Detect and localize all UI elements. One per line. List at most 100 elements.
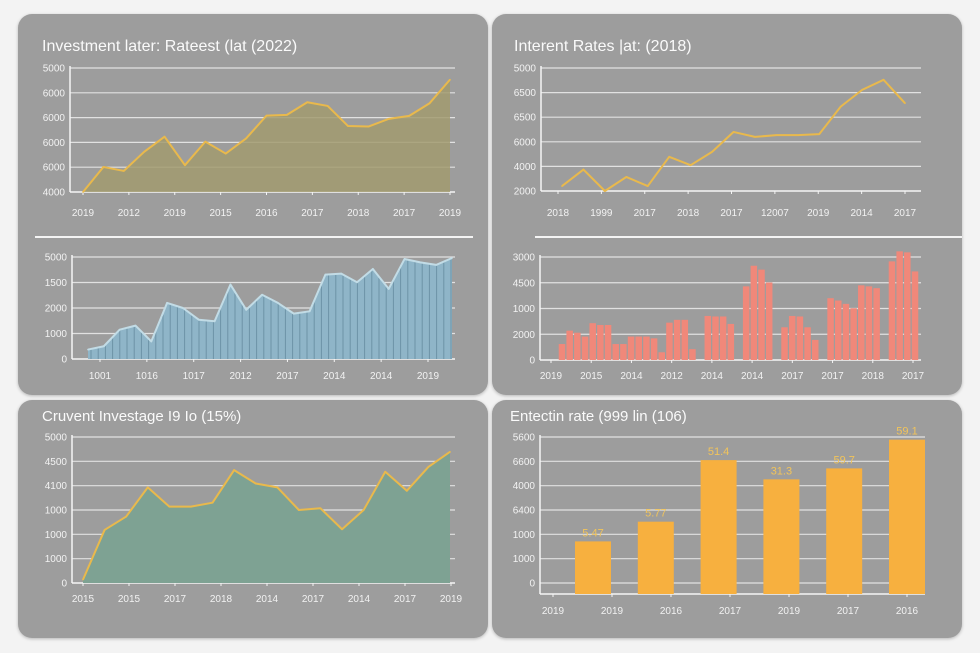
data-point bbox=[904, 102, 906, 104]
chart-title-investment: Investment later: Rateest (lat (2022) bbox=[42, 38, 298, 55]
x-tick-label: 1017 bbox=[183, 371, 206, 382]
data-point bbox=[451, 257, 453, 259]
bar bbox=[850, 308, 857, 360]
x-tick-label: 2017 bbox=[902, 371, 925, 382]
data-point bbox=[168, 505, 171, 508]
bar bbox=[597, 324, 604, 360]
data-point bbox=[387, 288, 390, 290]
x-tick-label: 1001 bbox=[89, 371, 112, 382]
data-point bbox=[122, 170, 125, 172]
bar bbox=[681, 319, 689, 360]
y-tick-label: 6000 bbox=[43, 88, 66, 99]
bar bbox=[604, 324, 612, 360]
data-point bbox=[125, 515, 127, 518]
x-tick-label: 2012 bbox=[229, 371, 252, 382]
data-point bbox=[711, 151, 713, 153]
bar-data-label: 59.7 bbox=[833, 454, 854, 466]
data-point bbox=[146, 486, 149, 489]
data-point bbox=[646, 185, 649, 187]
bar bbox=[781, 327, 788, 360]
x-tick-label: 2018 bbox=[547, 208, 570, 219]
bar bbox=[673, 319, 681, 360]
data-point bbox=[233, 469, 235, 471]
y-tick-label: 1000 bbox=[45, 554, 68, 565]
bar bbox=[911, 271, 919, 360]
area-fill bbox=[83, 79, 450, 192]
x-tick-label: 2016 bbox=[255, 208, 278, 219]
y-tick-label: 4500 bbox=[513, 278, 536, 289]
y-tick-label: 2000 bbox=[514, 187, 537, 198]
data-point bbox=[775, 134, 778, 136]
bar bbox=[589, 323, 596, 360]
chart-0: 4000 6000 6000 6000 6000 5000 2019 2012 2019 2015… bbox=[43, 64, 462, 220]
x-tick-label: 2017 bbox=[821, 371, 844, 382]
x-tick-label: 2014 bbox=[851, 208, 874, 219]
x-tick-label: 12007 bbox=[761, 208, 789, 219]
y-tick-label: 4100 bbox=[45, 481, 68, 492]
data-point bbox=[229, 283, 232, 286]
data-point bbox=[668, 156, 670, 158]
bar bbox=[627, 336, 635, 360]
x-tick-label: 2017 bbox=[720, 208, 743, 219]
bar bbox=[827, 298, 834, 360]
bar bbox=[804, 327, 811, 360]
y-tick-label: 1000 bbox=[45, 506, 68, 517]
data-point bbox=[435, 264, 437, 266]
chart-title-cruvent-investage: Cruvent Investage I9 Io (15%) bbox=[42, 408, 242, 425]
chart-2: 0 1000 2000 1500 5000 1001 1016 1017 2012 2017 201… bbox=[45, 253, 455, 382]
bar bbox=[896, 251, 903, 360]
x-tick-label: 2018 bbox=[347, 208, 370, 219]
bar bbox=[873, 288, 880, 360]
x-tick-label: 2019 bbox=[440, 594, 463, 605]
y-tick-label: 4000 bbox=[514, 162, 537, 173]
data-point bbox=[388, 118, 390, 120]
bar bbox=[650, 338, 658, 360]
bar bbox=[700, 460, 737, 594]
data-point bbox=[582, 168, 585, 171]
x-tick-label: 2019 bbox=[807, 208, 830, 219]
chart-1: 2000 4000 6000 6500 6500 5000 2018 1999 2017 2018… bbox=[514, 64, 921, 219]
data-point bbox=[428, 102, 431, 105]
data-point bbox=[182, 307, 184, 309]
data-point bbox=[184, 164, 186, 167]
x-tick-label: 2017 bbox=[164, 594, 187, 605]
x-tick-label: 2016 bbox=[896, 606, 919, 617]
bar bbox=[765, 282, 773, 360]
data-point bbox=[625, 176, 628, 178]
data-point bbox=[839, 105, 842, 108]
data-point bbox=[204, 140, 207, 143]
x-tick-label: 2015 bbox=[210, 208, 233, 219]
y-tick-label: 4500 bbox=[45, 457, 68, 468]
data-point bbox=[286, 114, 288, 116]
x-tick-label: 2014 bbox=[323, 371, 346, 382]
data-point bbox=[82, 578, 84, 581]
x-tick-label: 2017 bbox=[276, 371, 299, 382]
data-point bbox=[403, 258, 406, 260]
bar bbox=[566, 330, 573, 360]
bar bbox=[643, 336, 650, 360]
data-point bbox=[754, 136, 756, 138]
bar bbox=[575, 541, 611, 594]
bar bbox=[658, 352, 666, 360]
y-tick-label: 3000 bbox=[513, 253, 536, 264]
bar bbox=[889, 439, 925, 594]
x-tick-label: 2014 bbox=[348, 594, 371, 605]
y-tick-label: 2000 bbox=[45, 304, 68, 315]
data-point bbox=[367, 125, 370, 128]
data-point bbox=[143, 151, 145, 153]
y-tick-label: 5000 bbox=[45, 433, 68, 444]
bar bbox=[763, 479, 800, 594]
data-point bbox=[408, 115, 411, 117]
x-tick-label: 2014 bbox=[370, 371, 393, 382]
bar bbox=[574, 332, 581, 360]
data-point bbox=[102, 166, 105, 168]
data-point bbox=[82, 191, 84, 193]
data-point bbox=[341, 528, 343, 531]
x-tick-label: 2019 bbox=[542, 606, 565, 617]
data-point bbox=[561, 185, 563, 187]
bar bbox=[635, 336, 642, 360]
series-line bbox=[561, 78, 906, 192]
data-point bbox=[319, 507, 322, 510]
data-point bbox=[604, 190, 606, 192]
bar bbox=[719, 316, 727, 360]
